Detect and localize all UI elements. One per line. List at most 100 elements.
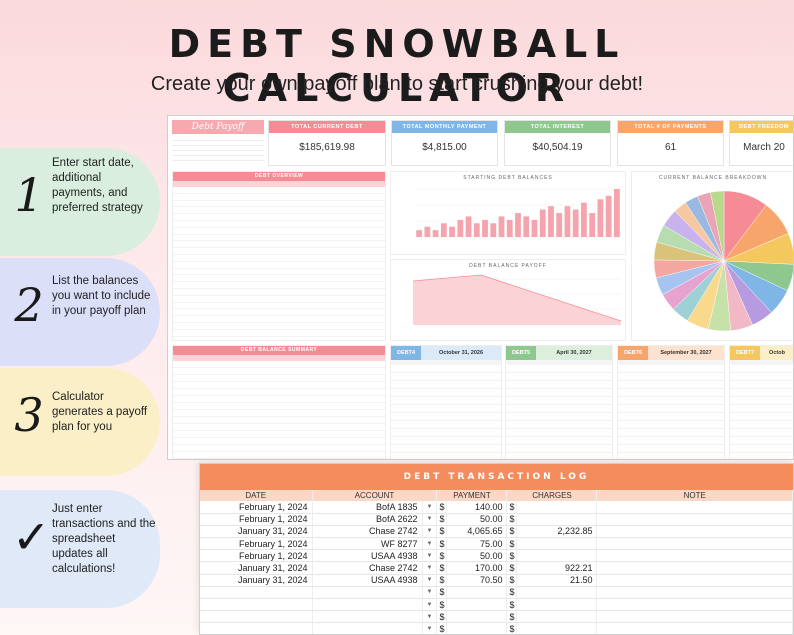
currency-symbol: $ (506, 574, 518, 587)
dropdown-arrow-icon[interactable]: ▼ (422, 501, 438, 514)
dropdown-arrow-icon[interactable]: ▼ (422, 598, 438, 612)
account-cell[interactable]: Chase 2742 (312, 561, 423, 575)
table-row (173, 269, 385, 276)
account-cell[interactable]: WF 8277 (312, 537, 423, 551)
table-row[interactable]: February 1, 2024 BofA 2622 ▼ $50.00 $ (200, 513, 793, 526)
charges-cell[interactable] (516, 549, 598, 563)
dropdown-arrow-icon[interactable]: ▼ (422, 537, 438, 551)
date-cell[interactable] (200, 598, 313, 612)
note-cell[interactable] (596, 549, 793, 563)
note-cell[interactable] (596, 501, 793, 514)
bar (597, 199, 604, 237)
table-row (730, 381, 793, 389)
table-row[interactable]: February 1, 2024 WF 8277 ▼ $75.00 $ (200, 537, 793, 551)
charges-cell[interactable]: 21.50 (516, 574, 598, 587)
payment-cell[interactable]: 70.50 (446, 574, 508, 587)
step-4: ✓ Just enter transactions and the spread… (0, 490, 160, 608)
date-cell[interactable]: January 31, 2024 (200, 574, 313, 587)
bar (564, 206, 571, 237)
table-row[interactable]: ▼ $ $ (200, 610, 793, 624)
table-row[interactable]: January 31, 2024 USAA 4938 ▼ $70.50 $21.50 (200, 574, 793, 587)
bar (515, 213, 521, 237)
note-cell[interactable] (596, 537, 793, 551)
table-row (391, 437, 501, 445)
table-row (506, 421, 612, 429)
col-note: NOTE (596, 490, 793, 501)
note-cell[interactable] (596, 574, 793, 587)
payment-cell[interactable] (446, 586, 508, 600)
payment-cell[interactable] (446, 610, 508, 624)
note-cell[interactable] (596, 513, 793, 526)
charges-cell[interactable] (516, 537, 598, 551)
date-cell[interactable]: January 31, 2024 (200, 561, 313, 575)
payoff-column-debt4: DEBT4 October 31, 2026 (390, 345, 502, 459)
note-cell[interactable] (596, 622, 793, 634)
date-cell[interactable]: February 1, 2024 (200, 513, 313, 526)
note-cell[interactable] (596, 561, 793, 575)
note-cell[interactable] (596, 525, 793, 539)
payment-cell[interactable] (446, 598, 508, 612)
charges-cell[interactable] (516, 586, 598, 600)
payment-cell[interactable]: 50.00 (446, 549, 508, 563)
charges-cell[interactable]: 922.21 (516, 561, 598, 575)
log-title: DEBT TRANSACTION LOG (200, 464, 793, 490)
payment-cell[interactable]: 4,065.65 (446, 525, 508, 539)
date-cell[interactable]: February 1, 2024 (200, 537, 313, 551)
dropdown-arrow-icon[interactable]: ▼ (422, 610, 438, 624)
table-row[interactable]: January 31, 2024 Chase 2742 ▼ $170.00 $922.2… (200, 561, 793, 575)
account-cell[interactable]: BofA 1835 (312, 501, 423, 514)
account-cell[interactable] (312, 622, 423, 634)
date-cell[interactable]: February 1, 2024 (200, 501, 313, 514)
payment-cell[interactable]: 140.00 (446, 501, 508, 514)
account-cell[interactable]: USAA 4938 (312, 574, 423, 587)
note-cell[interactable] (596, 598, 793, 612)
table-row[interactable]: February 1, 2024 USAA 4938 ▼ $50.00 $ (200, 549, 793, 563)
charges-cell[interactable] (516, 598, 598, 612)
table-row (391, 381, 501, 389)
pie-slice (723, 233, 793, 265)
currency-symbol: $ (436, 622, 448, 634)
bar (506, 219, 513, 237)
account-cell[interactable] (312, 610, 423, 624)
step-text: Just enter transactions and the spreadsh… (52, 503, 156, 575)
charges-cell[interactable] (516, 622, 598, 634)
account-cell[interactable] (312, 586, 423, 600)
table-row[interactable]: ▼ $ $ (200, 586, 793, 600)
dropdown-arrow-icon[interactable]: ▼ (422, 513, 438, 526)
dropdown-arrow-icon[interactable]: ▼ (422, 525, 438, 539)
dropdown-arrow-icon[interactable]: ▼ (422, 622, 438, 634)
dropdown-arrow-icon[interactable]: ▼ (422, 561, 438, 575)
table-row[interactable]: ▼ $ $ (200, 598, 793, 612)
note-cell[interactable] (596, 586, 793, 600)
date-cell[interactable] (200, 586, 313, 600)
payment-cell[interactable]: 170.00 (446, 561, 508, 575)
dropdown-arrow-icon[interactable]: ▼ (422, 586, 438, 600)
dropdown-arrow-icon[interactable]: ▼ (422, 549, 438, 563)
table-row[interactable]: February 1, 2024 BofA 1835 ▼ $140.00 $ (200, 501, 793, 514)
date-cell[interactable] (200, 610, 313, 624)
charges-cell[interactable] (516, 501, 598, 514)
account-cell[interactable]: Chase 2742 (312, 525, 423, 539)
step-number: 2 (14, 278, 44, 332)
table-row[interactable]: January 31, 2024 Chase 2742 ▼ $4,065.65 $2,2… (200, 525, 793, 539)
table-row (391, 421, 501, 429)
date-cell[interactable] (200, 622, 313, 634)
account-cell[interactable] (312, 598, 423, 612)
charges-cell[interactable]: 2,232.85 (516, 525, 598, 539)
dropdown-arrow-icon[interactable]: ▼ (422, 574, 438, 587)
account-cell[interactable]: BofA 2622 (312, 513, 423, 526)
currency-symbol: $ (506, 501, 518, 514)
date-cell[interactable]: February 1, 2024 (200, 549, 313, 563)
payment-cell[interactable]: 50.00 (446, 513, 508, 526)
date-cell[interactable]: January 31, 2024 (200, 525, 313, 539)
table-row (173, 194, 385, 201)
note-cell[interactable] (596, 610, 793, 624)
payment-cell[interactable]: 75.00 (446, 537, 508, 551)
account-cell[interactable]: USAA 4938 (312, 549, 423, 563)
payment-cell[interactable] (446, 622, 508, 634)
charges-cell[interactable] (516, 513, 598, 526)
table-row[interactable]: ▼ $ $ (200, 622, 793, 634)
table-row (618, 445, 724, 453)
table-row (506, 365, 612, 373)
charges-cell[interactable] (516, 610, 598, 624)
